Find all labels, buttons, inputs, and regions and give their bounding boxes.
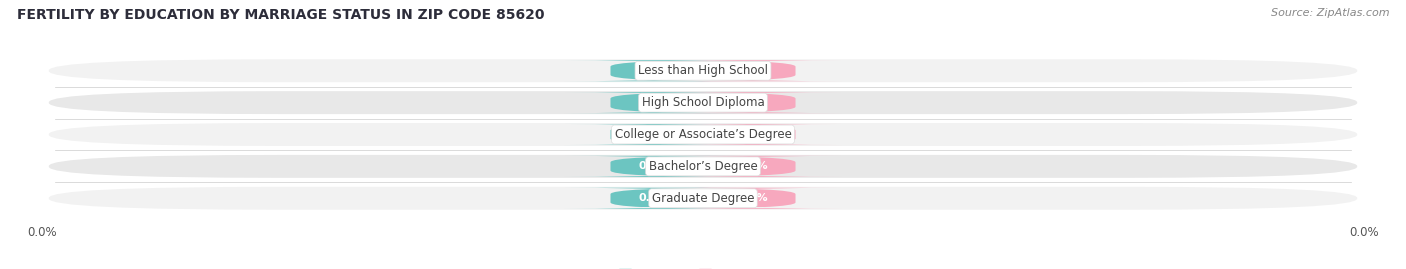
Text: Source: ZipAtlas.com: Source: ZipAtlas.com	[1271, 8, 1389, 18]
Text: 0.0%: 0.0%	[638, 193, 669, 203]
FancyBboxPatch shape	[564, 188, 742, 209]
Text: Graduate Degree: Graduate Degree	[652, 192, 754, 205]
FancyBboxPatch shape	[49, 123, 1357, 146]
FancyBboxPatch shape	[49, 91, 1357, 114]
FancyBboxPatch shape	[49, 59, 1357, 82]
FancyBboxPatch shape	[664, 156, 842, 177]
FancyBboxPatch shape	[49, 155, 1357, 178]
FancyBboxPatch shape	[564, 92, 742, 113]
Text: 0.0%: 0.0%	[737, 98, 768, 108]
Text: FERTILITY BY EDUCATION BY MARRIAGE STATUS IN ZIP CODE 85620: FERTILITY BY EDUCATION BY MARRIAGE STATU…	[17, 8, 544, 22]
Text: 0.0%: 0.0%	[737, 129, 768, 140]
Text: 0.0%: 0.0%	[737, 66, 768, 76]
Text: 0.0%: 0.0%	[737, 193, 768, 203]
FancyBboxPatch shape	[564, 60, 742, 81]
FancyBboxPatch shape	[664, 124, 842, 145]
Legend: Married, Unmarried: Married, Unmarried	[613, 264, 793, 269]
Text: 0.0%: 0.0%	[737, 161, 768, 171]
Text: Less than High School: Less than High School	[638, 64, 768, 77]
FancyBboxPatch shape	[664, 60, 842, 81]
Text: 0.0%: 0.0%	[638, 129, 669, 140]
Text: 0.0%: 0.0%	[638, 161, 669, 171]
FancyBboxPatch shape	[564, 124, 742, 145]
FancyBboxPatch shape	[664, 188, 842, 209]
FancyBboxPatch shape	[564, 156, 742, 177]
Text: 0.0%: 0.0%	[638, 98, 669, 108]
Text: High School Diploma: High School Diploma	[641, 96, 765, 109]
Text: College or Associate’s Degree: College or Associate’s Degree	[614, 128, 792, 141]
FancyBboxPatch shape	[49, 187, 1357, 210]
Text: Bachelor’s Degree: Bachelor’s Degree	[648, 160, 758, 173]
Text: 0.0%: 0.0%	[638, 66, 669, 76]
FancyBboxPatch shape	[664, 92, 842, 113]
